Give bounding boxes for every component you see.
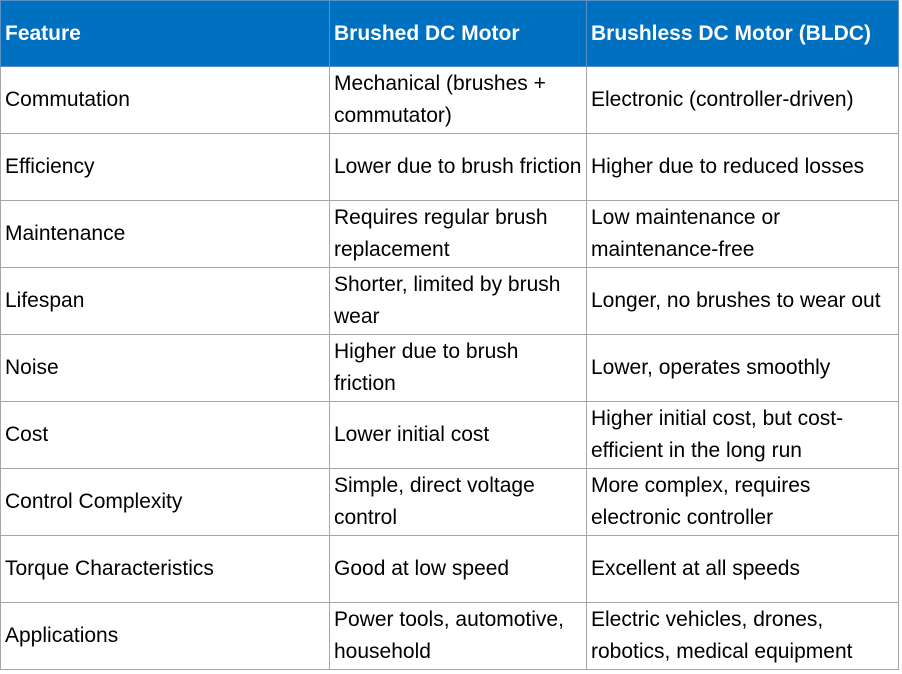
table-row: Control Complexity Simple, direct voltage… bbox=[0, 468, 899, 536]
feature-cell: Control Complexity bbox=[0, 468, 330, 536]
feature-cell: Cost bbox=[0, 401, 330, 469]
value-cell: Higher due to reduced losses bbox=[586, 133, 899, 201]
header-cell: Brushless DC Motor (BLDC) bbox=[586, 0, 899, 67]
value-cell: Higher due to brush friction bbox=[329, 334, 587, 402]
feature-cell: Maintenance bbox=[0, 200, 330, 268]
value-cell: Mechanical (brushes + commutator) bbox=[329, 66, 587, 134]
table-row: Torque Characteristics Good at low speed E… bbox=[0, 535, 899, 603]
table-row: Noise Higher due to brush friction Lower, … bbox=[0, 334, 899, 402]
header-row: Feature Brushed DC Motor Brushless DC Moto… bbox=[0, 0, 899, 67]
value-cell: Low maintenance or maintenance-free bbox=[586, 200, 899, 268]
value-cell: Excellent at all speeds bbox=[586, 535, 899, 603]
value-cell: Requires regular brush replacement bbox=[329, 200, 587, 268]
value-cell: Simple, direct voltage control bbox=[329, 468, 587, 536]
value-cell: Lower, operates smoothly bbox=[586, 334, 899, 402]
feature-cell: Efficiency bbox=[0, 133, 330, 201]
feature-cell: Torque Characteristics bbox=[0, 535, 330, 603]
header-cell: Feature bbox=[0, 0, 330, 67]
value-cell: More complex, requires electronic contro… bbox=[586, 468, 899, 536]
value-cell: Electronic (controller-driven) bbox=[586, 66, 899, 134]
value-cell: Shorter, limited by brush wear bbox=[329, 267, 587, 335]
header-cell: Brushed DC Motor bbox=[329, 0, 587, 67]
value-cell: Good at low speed bbox=[329, 535, 587, 603]
table-row: Maintenance Requires regular brush replac… bbox=[0, 200, 899, 268]
value-cell: Lower initial cost bbox=[329, 401, 587, 469]
value-cell: Longer, no brushes to wear out bbox=[586, 267, 899, 335]
table-row: Lifespan Shorter, limited by brush wear Lo… bbox=[0, 267, 899, 335]
table-body: Commutation Mechanical (brushes + commuta… bbox=[0, 66, 899, 670]
table-row: Commutation Mechanical (brushes + commuta… bbox=[0, 66, 899, 134]
value-cell: Lower due to brush friction bbox=[329, 133, 587, 201]
value-cell: Higher initial cost, but cost-efficient … bbox=[586, 401, 899, 469]
feature-cell: Lifespan bbox=[0, 267, 330, 335]
feature-cell: Noise bbox=[0, 334, 330, 402]
feature-cell: Commutation bbox=[0, 66, 330, 134]
value-cell: Electric vehicles, drones, robotics, med… bbox=[586, 602, 899, 670]
feature-cell: Applications bbox=[0, 602, 330, 670]
table-row: Efficiency Lower due to brush friction Hig… bbox=[0, 133, 899, 201]
table-row: Applications Power tools, automotive, hou… bbox=[0, 602, 899, 670]
table-row: Cost Lower initial cost Higher initial cos… bbox=[0, 401, 899, 469]
value-cell: Power tools, automotive, household bbox=[329, 602, 587, 670]
